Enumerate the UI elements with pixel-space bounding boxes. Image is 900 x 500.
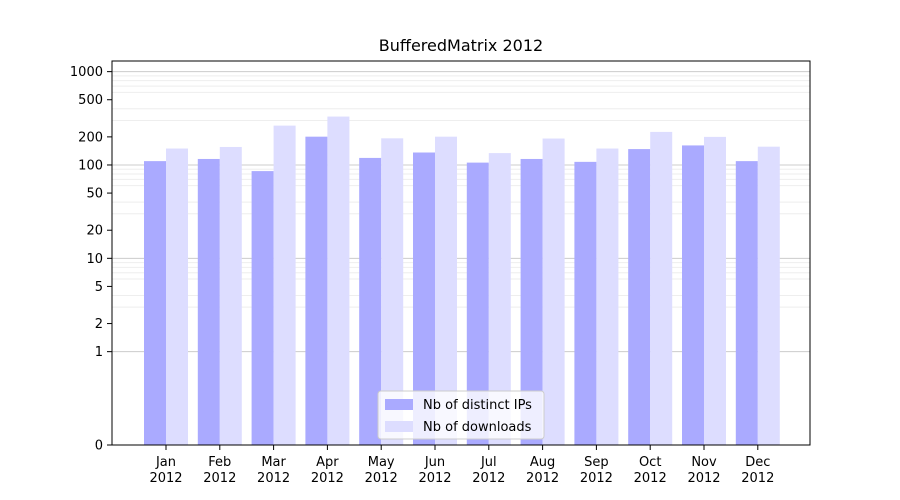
x-tick-label: Jan 2012: [149, 455, 182, 486]
legend: Nb of distinct IPs Nb of downloads: [377, 390, 545, 440]
legend-label: Nb of distinct IPs: [423, 398, 532, 413]
y-tick-label: 2: [95, 317, 103, 332]
y-tick-label: 5: [95, 280, 103, 295]
x-tick-label: Sep 2012: [580, 455, 613, 486]
bar-downloads: [704, 136, 726, 445]
x-tick-label: Mar 2012: [257, 455, 290, 486]
x-tick-label: Jul 2012: [472, 455, 505, 486]
x-tick-label: Aug 2012: [526, 455, 559, 486]
bars-layer: [144, 116, 780, 446]
bar-downloads: [435, 136, 457, 446]
x-axis: Jan 2012 Feb 2012 Mar 2012 Apr 2012 May 2012 Jun 20…: [149, 445, 774, 486]
bar-distinct-ips: [628, 149, 651, 445]
bar-downloads: [650, 131, 673, 445]
bar-downloads: [166, 148, 188, 445]
legend-box: [377, 390, 545, 440]
bar-downloads: [219, 146, 242, 445]
y-tick-label: 0: [95, 439, 103, 454]
bar-distinct-ips: [251, 171, 274, 445]
bar-distinct-ips: [520, 158, 543, 445]
y-tick-label: 50: [86, 187, 103, 202]
bar-distinct-ips: [144, 161, 166, 446]
bar-distinct-ips: [574, 161, 597, 446]
y-tick-label: 1000: [70, 65, 103, 80]
bar-distinct-ips: [197, 158, 220, 445]
x-tick-label: Apr 2012: [311, 455, 344, 486]
bar-distinct-ips: [359, 157, 382, 446]
legend-swatch: [385, 399, 413, 410]
y-tick-label: 100: [78, 158, 103, 173]
bar-downloads: [542, 138, 565, 445]
y-axis: 0 1 2 5 10 20 50 100 200 500 1000: [70, 65, 112, 454]
x-tick-label: Nov 2012: [687, 455, 720, 486]
x-tick-label: Oct 2012: [634, 455, 667, 486]
x-tick-label: May 2012: [365, 455, 398, 486]
chart-title: BufferedMatrix 2012: [379, 36, 543, 55]
bar-distinct-ips: [305, 136, 328, 446]
bar-distinct-ips: [466, 162, 489, 445]
bar-downloads: [757, 146, 780, 445]
legend-label: Nb of downloads: [423, 420, 532, 435]
y-tick-label: 1: [95, 345, 103, 360]
bar-distinct-ips: [735, 161, 758, 446]
y-tick-label: 500: [78, 93, 103, 108]
x-tick-label: Feb 2012: [203, 455, 236, 486]
bar-downloads: [327, 116, 350, 445]
plot-frame: [111, 60, 811, 446]
bar-downloads: [381, 138, 404, 446]
bar-distinct-ips: [413, 152, 435, 445]
legend-swatch: [385, 421, 413, 432]
bar-distinct-ips: [682, 145, 704, 445]
x-tick-label: Dec 2012: [741, 455, 774, 486]
bar-downloads: [488, 153, 511, 445]
bar-downloads: [273, 125, 296, 446]
y-tick-label: 10: [86, 252, 103, 267]
y-tick-label: 200: [78, 130, 103, 145]
x-tick-label: Jun 2012: [418, 455, 451, 486]
y-tick-label: 20: [86, 224, 103, 239]
bar-downloads: [596, 148, 619, 445]
